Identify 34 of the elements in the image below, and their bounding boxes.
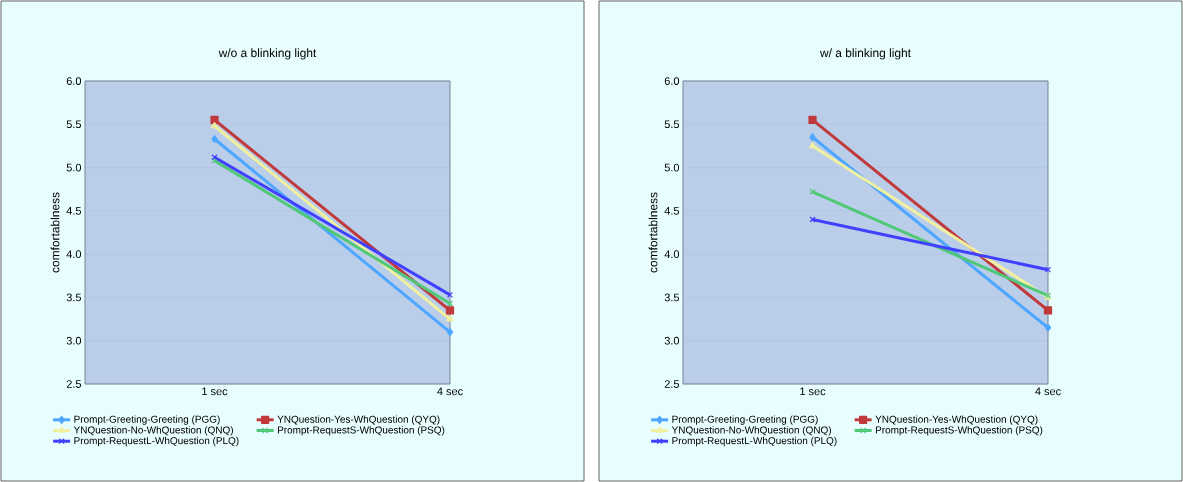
y-tick-label: 5.5 [664, 120, 680, 129]
y-tick-label: 3.5 [66, 293, 82, 302]
y-tick-label: 2.5 [664, 380, 680, 388]
y-tick-label: 4.5 [66, 207, 82, 215]
y-tick-label: 6.0 [66, 77, 82, 85]
y-tick-label: 4.0 [664, 250, 680, 259]
legend-label: YNQuestion-No-WhQuestion (QNQ) [671, 426, 831, 436]
y-tick-label: 4.5 [664, 207, 680, 215]
y-tick-label: 3.0 [66, 336, 82, 345]
y-tick-label: 5.0 [664, 163, 680, 172]
legend-label: YNQuestion-Yes-WhQuestion (QYQ) [875, 415, 1038, 425]
y-tick-label: 3.5 [664, 293, 680, 302]
y-axis-title: comfortablness [648, 192, 658, 273]
y-tick-label: 5.5 [66, 120, 82, 129]
y-tick-label: 3.0 [664, 336, 680, 345]
y-tick-label: 2.5 [66, 380, 82, 388]
chart-title: w/ a blinking light [819, 48, 911, 60]
legend-label: YNQuestion-No-WhQuestion (QNQ) [73, 426, 233, 436]
y-tick-label: 4.0 [66, 250, 82, 259]
x-tick-label: 4 sec [1035, 387, 1061, 396]
legend-label: Prompt-Greeting-Greeting (PGG) [672, 415, 818, 425]
chart-title: w/o a blinking light [218, 48, 317, 60]
x-tick-label: 1 sec [202, 387, 228, 396]
y-tick-label: 6.0 [664, 77, 680, 85]
legend-label: Prompt-RequestS-WhQuestion (PSQ) [875, 426, 1043, 436]
legend-label: Prompt-RequestS-WhQuestion (PSQ) [277, 426, 445, 436]
legend-label: Prompt-Greeting-Greeting (PGG) [74, 415, 220, 425]
legend-label: Prompt-RequestL-WhQuestion (PLQ) [74, 436, 239, 447]
legend-label: Prompt-RequestL-WhQuestion (PLQ) [672, 436, 837, 447]
y-tick-label: 5.0 [66, 163, 82, 172]
x-tick-label: 4 sec [437, 387, 463, 396]
y-axis-title: comfortablness [50, 192, 60, 273]
x-tick-label: 1 sec [800, 387, 826, 396]
legend-label: YNQuestion-Yes-WhQuestion (QYQ) [277, 415, 440, 425]
